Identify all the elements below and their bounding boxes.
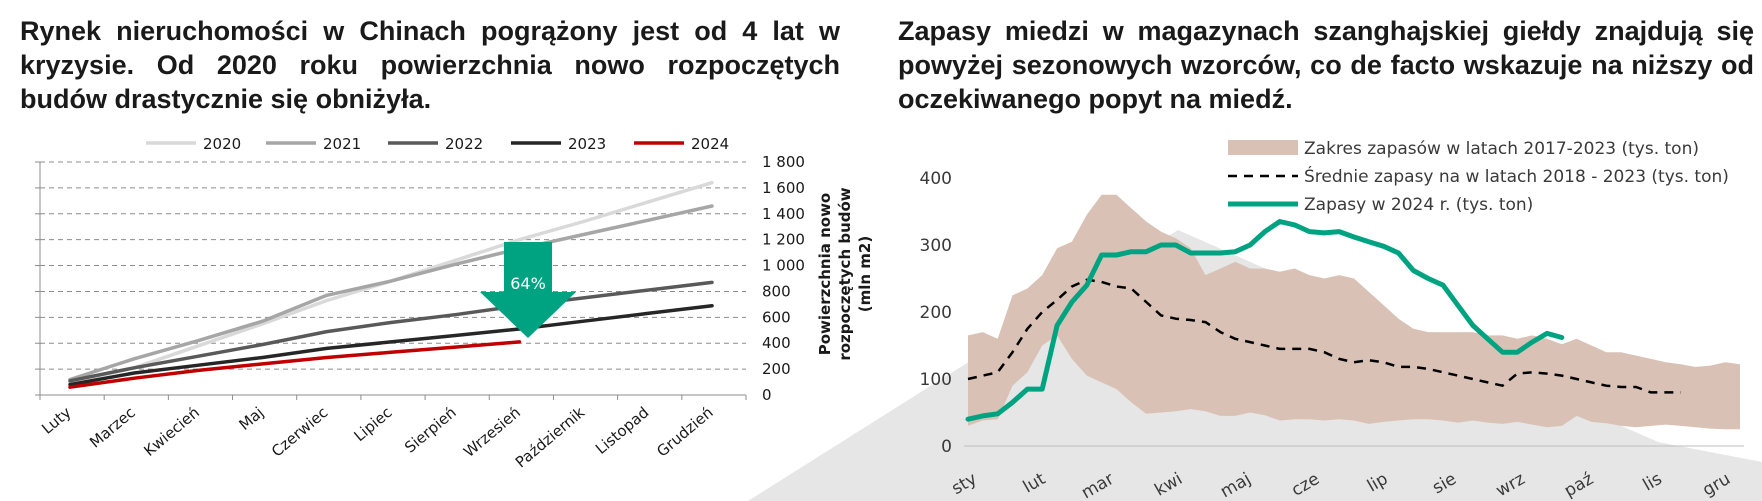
y-tick-label: 1 800 <box>762 153 805 171</box>
range-band-area <box>968 194 1740 430</box>
series-line-2023 <box>68 303 714 387</box>
x-tick-label: Sierpień <box>401 403 460 456</box>
legend-label-2024: Zapasy w 2024 r. (tys. ton) <box>1304 195 1533 215</box>
x-tick-label: Maj <box>235 403 267 434</box>
y-tick-label: 200 <box>920 303 952 323</box>
x-tick-label: Grudzień <box>653 403 716 460</box>
left-chart-title: Rynek nieruchomości w Chinach pogrążony … <box>20 16 840 114</box>
x-tick-label: Luty <box>38 403 74 438</box>
x-tick-label: Październik <box>512 403 589 471</box>
decline-arrow-shape <box>480 242 576 338</box>
x-tick-label: Czerwiec <box>268 403 331 460</box>
y-tick-label: 300 <box>920 236 952 256</box>
legend-swatch-range-band <box>1228 140 1298 155</box>
y-tick-label: 1 000 <box>762 257 805 275</box>
y-axis-title-line: Powierzchnia nowo <box>816 193 834 355</box>
left-chart: 0 200 400 600 800 1 000 1 200 1 400 1 600 1 800 Lu… <box>35 135 874 471</box>
y-tick-label: 1 200 <box>762 231 805 249</box>
series-line-2024 <box>68 340 522 389</box>
legend-label-2023: 2023 <box>568 135 606 153</box>
y-tick-label: 0 <box>762 386 772 404</box>
y-axis-title-line: (mln m2) <box>856 236 874 312</box>
series-2024-line <box>965 219 1565 422</box>
x-tick-label: Lipiec <box>351 403 396 445</box>
legend-label-average: Średnie zapasy na w latach 2018 - 2023 (… <box>1304 165 1729 187</box>
y-tick-label: 1 400 <box>762 205 805 223</box>
x-tick-label: Listopad <box>592 403 652 458</box>
right-chart-title: Zapasy miedzi w magazynach szanghajskiej… <box>898 16 1754 114</box>
legend-label-2022: 2022 <box>445 135 483 153</box>
legend-label-2020: 2020 <box>203 135 241 153</box>
y-tick-label: 1 600 <box>762 179 805 197</box>
y-tick-label: 400 <box>920 169 952 189</box>
series-line-2022 <box>68 280 714 383</box>
x-tick-label: Marzec <box>86 403 139 451</box>
legend-label-2024: 2024 <box>691 135 729 153</box>
y-axis-title-line: rozpoczętych budów <box>836 187 854 360</box>
y-tick-label: 200 <box>762 360 791 378</box>
y-tick-label: 400 <box>762 334 791 352</box>
decline-arrow-label: 64% <box>510 274 546 293</box>
x-tick-label: Wrzesień <box>460 403 524 461</box>
y-tick-label: 100 <box>920 370 952 390</box>
x-tick-label: Kwiecień <box>140 403 203 460</box>
legend-label-2021: 2021 <box>323 135 361 153</box>
series-line-2021 <box>68 204 714 382</box>
y-tick-label: 800 <box>762 282 791 300</box>
legend-label-range-band: Zakres zapasów w latach 2017-2023 (tys. … <box>1304 139 1699 159</box>
y-tick-label: 0 <box>941 437 952 457</box>
y-tick-label: 600 <box>762 308 791 326</box>
